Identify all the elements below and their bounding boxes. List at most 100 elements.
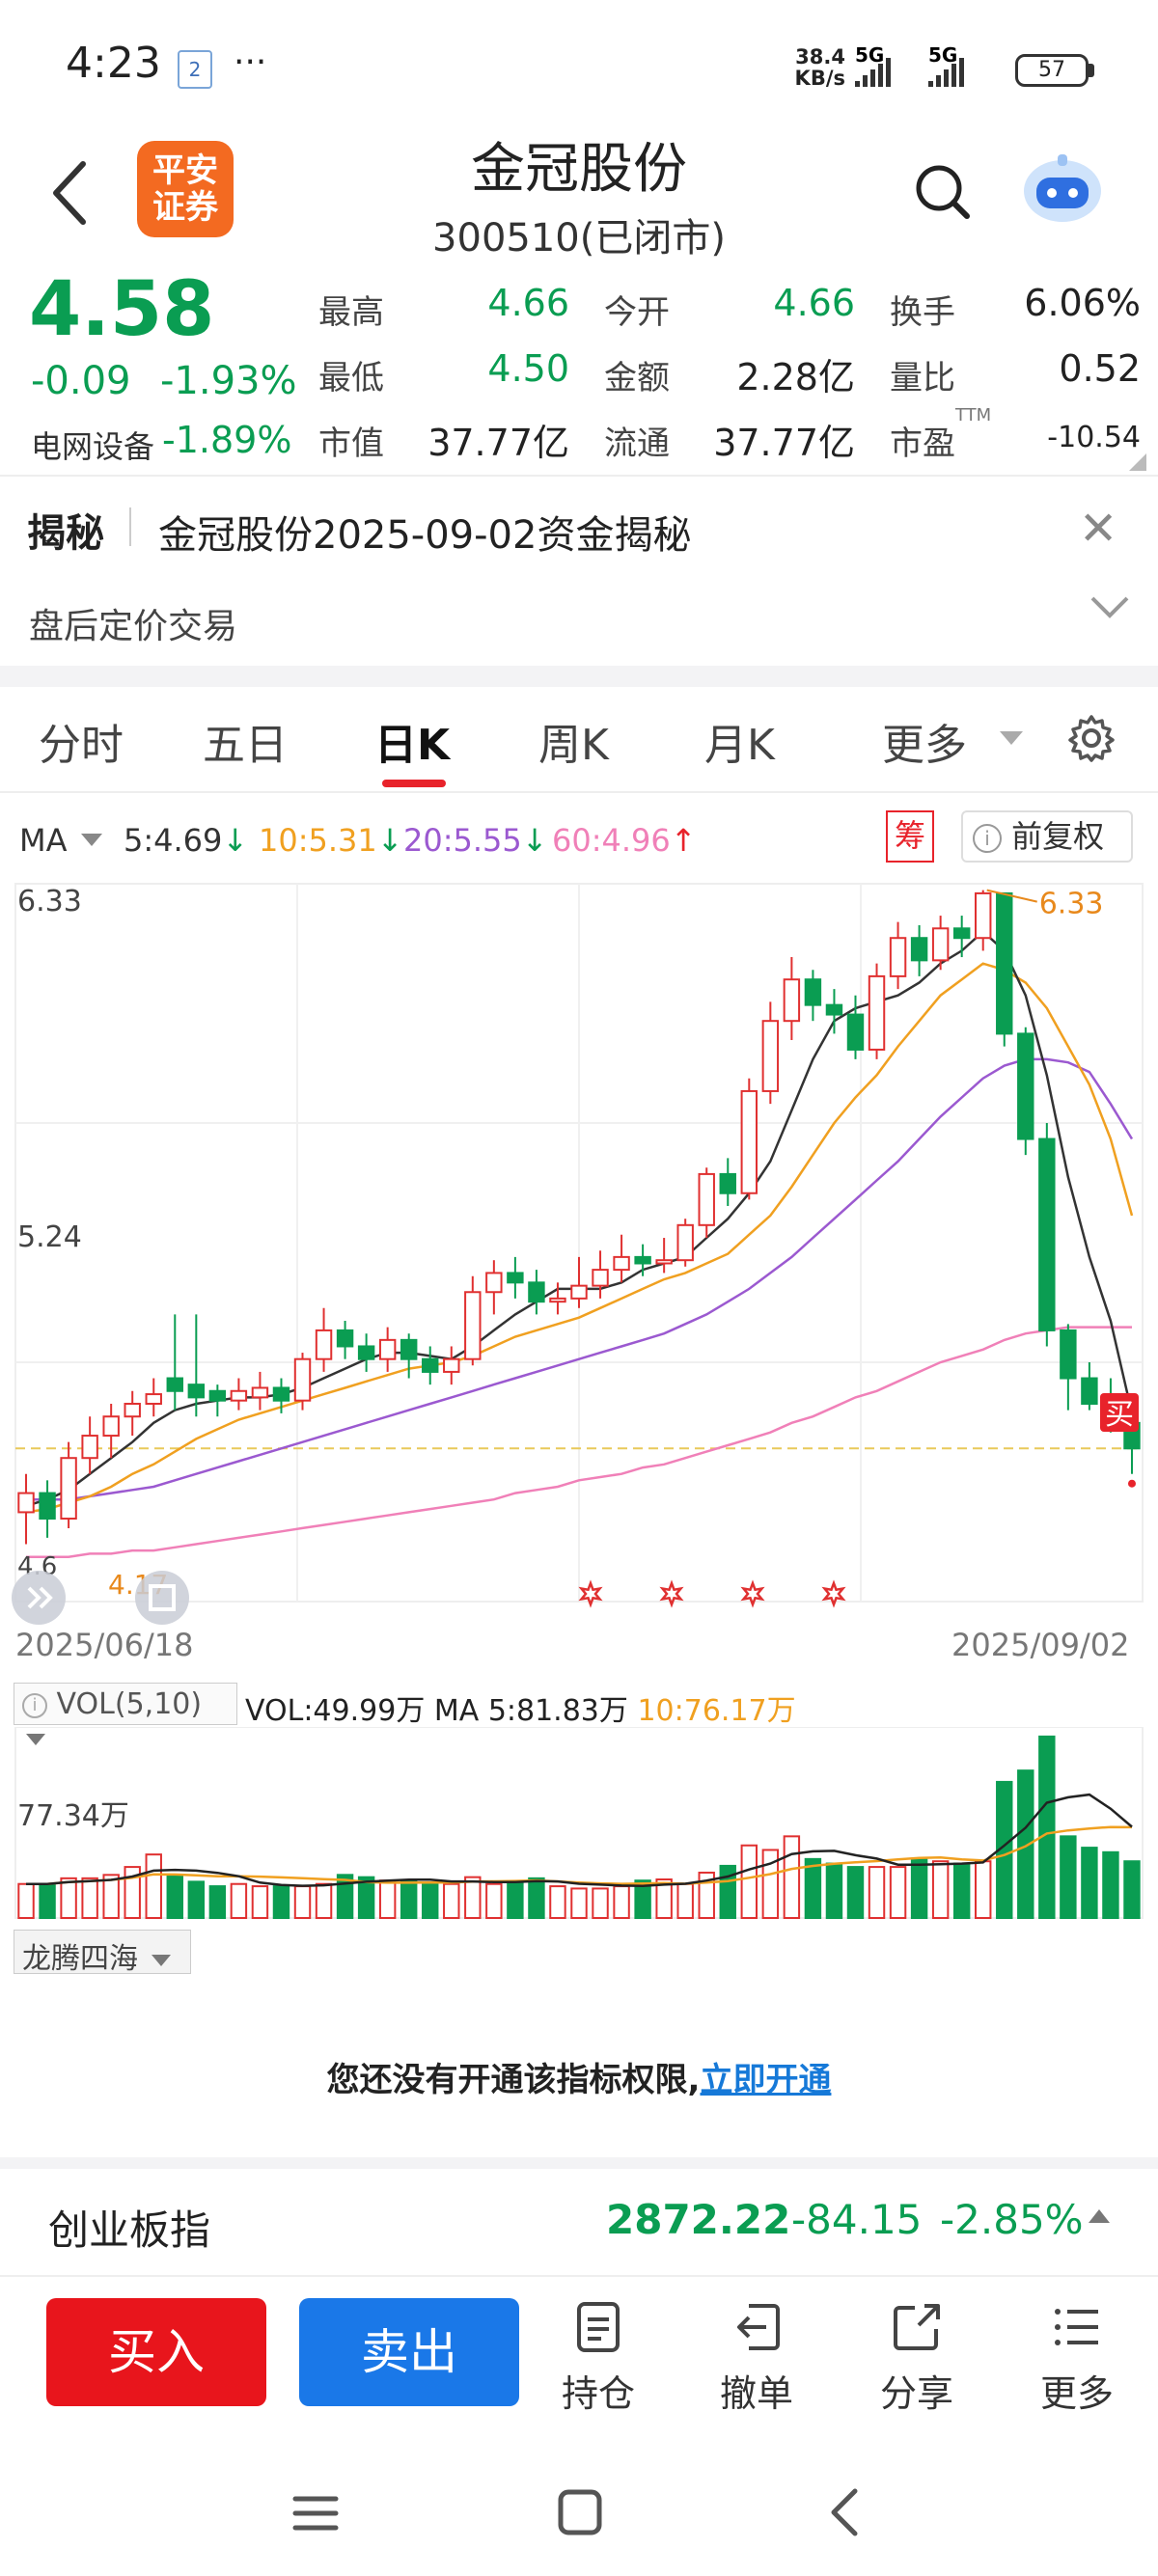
adjust-mode-button[interactable]: i 前复权 bbox=[961, 810, 1133, 863]
candle-body bbox=[507, 1272, 524, 1284]
volume-bar bbox=[145, 1853, 162, 1919]
back-nav-icon[interactable] bbox=[820, 2487, 868, 2537]
candle-body bbox=[124, 1402, 141, 1418]
volume-bar bbox=[655, 1878, 673, 1920]
volume-bar bbox=[740, 1844, 758, 1919]
quote-field-label: 换手 bbox=[890, 293, 955, 332]
volume-bar bbox=[1017, 1769, 1034, 1919]
quote-field-value: 2.28亿 bbox=[736, 356, 855, 398]
tab-five-day[interactable]: 五日 bbox=[203, 721, 288, 770]
candle-body bbox=[952, 927, 971, 940]
signal-star-icon bbox=[740, 1579, 765, 1608]
indicator-selector[interactable]: 龙腾四海 bbox=[14, 1930, 191, 1976]
candle-body bbox=[485, 1272, 503, 1294]
index-name[interactable]: 创业板指 bbox=[48, 2206, 211, 2254]
reveal-tag: 揭秘 bbox=[27, 511, 104, 556]
divider bbox=[0, 2275, 1158, 2277]
stock-name: 金冠股份 bbox=[471, 138, 687, 201]
volume-info: VOL:49.99万 MA 5:81.83万 10:76.17万 bbox=[245, 1686, 796, 1729]
tab-intraday[interactable]: 分时 bbox=[39, 721, 124, 770]
candle-body bbox=[996, 891, 1013, 1035]
home-icon[interactable] bbox=[556, 2487, 604, 2537]
sector-label[interactable]: 电网设备 bbox=[31, 428, 155, 465]
ma10-value: 10:5.31↓ bbox=[259, 822, 403, 859]
volume-selector[interactable]: i VOL(5,10) bbox=[14, 1683, 237, 1745]
tab-weekly-k[interactable]: 周K bbox=[538, 721, 609, 770]
volume-bar bbox=[592, 1887, 609, 1919]
candle-body bbox=[676, 1223, 694, 1262]
ma-selector[interactable]: MA bbox=[19, 822, 68, 859]
volume-bar bbox=[570, 1887, 588, 1919]
volume-bar bbox=[804, 1857, 822, 1920]
candle-body bbox=[889, 937, 907, 977]
candle-body bbox=[570, 1284, 588, 1300]
share-label: 分享 bbox=[879, 2372, 953, 2415]
net-speed: 38.4 KB/s bbox=[787, 46, 845, 89]
ma-caret-icon[interactable] bbox=[81, 834, 102, 846]
close-icon[interactable]: ✕ bbox=[1079, 502, 1118, 556]
back-arrow-icon[interactable] bbox=[46, 154, 95, 232]
adjust-mode-label: 前复权 bbox=[1011, 818, 1105, 855]
candle-body bbox=[400, 1338, 418, 1360]
down-arrow-icon: ↓ bbox=[521, 822, 548, 859]
candle-body bbox=[1017, 1032, 1034, 1140]
signal-icons: 5G 5G bbox=[855, 44, 964, 87]
price-change-pct: -1.93% bbox=[160, 359, 297, 403]
volume-bar bbox=[889, 1866, 907, 1920]
after-hours-trading[interactable]: 盘后定价交易 bbox=[29, 607, 238, 646]
tab-monthly-k[interactable]: 月K bbox=[704, 721, 775, 770]
volume-bar bbox=[251, 1885, 269, 1919]
no-permission-text: 您还没有开通该指标权限, bbox=[326, 2061, 701, 2099]
up-arrow-icon: ↑ bbox=[670, 822, 697, 859]
volume-bar bbox=[1038, 1735, 1056, 1920]
chevron-down-icon[interactable] bbox=[1089, 592, 1131, 621]
volume-bar bbox=[378, 1879, 397, 1919]
buy-marker-label: 买 bbox=[1105, 1398, 1134, 1432]
signal-star-icon bbox=[659, 1579, 684, 1608]
gear-icon[interactable] bbox=[1067, 714, 1116, 762]
volume-y-label: 77.34万 bbox=[17, 1799, 129, 1833]
undo-icon bbox=[737, 2304, 780, 2350]
more-button[interactable]: 更多 bbox=[1019, 2300, 1135, 2417]
candle-body bbox=[975, 891, 992, 940]
volume-ma10: 10:76.17万 bbox=[637, 1694, 796, 1728]
ai-assistant-icon[interactable] bbox=[1019, 151, 1106, 228]
position-button[interactable]: 持仓 bbox=[540, 2300, 656, 2417]
candle-body bbox=[166, 1377, 183, 1392]
cancel-order-button[interactable]: 撤单 bbox=[699, 2300, 814, 2417]
open-now-link[interactable]: 立即开通 bbox=[700, 2061, 832, 2099]
buy-button[interactable]: 买入 bbox=[46, 2298, 266, 2406]
quote-field-label: 量比 bbox=[890, 359, 955, 397]
recent-apps-icon[interactable] bbox=[291, 2489, 340, 2537]
share-button[interactable]: 分享 bbox=[859, 2300, 975, 2417]
sell-button[interactable]: 卖出 bbox=[299, 2298, 519, 2406]
ma5-text: 5:4.69 bbox=[124, 822, 223, 859]
tab-daily-k[interactable]: 日K bbox=[374, 721, 451, 770]
volume-bar bbox=[1102, 1850, 1119, 1919]
chip-distribution-button[interactable]: 筹 bbox=[886, 810, 934, 863]
tab-more[interactable]: 更多 bbox=[882, 721, 967, 770]
divider bbox=[0, 791, 1158, 793]
volume-bar bbox=[464, 1876, 482, 1920]
volume-bar bbox=[102, 1874, 120, 1919]
menu-list-icon bbox=[1055, 2309, 1098, 2345]
down-arrow-icon: ↓ bbox=[222, 822, 249, 859]
volume-chart[interactable]: 77.34万 bbox=[0, 1727, 1158, 1920]
search-icon[interactable] bbox=[913, 162, 973, 222]
tab-more-caret-icon[interactable] bbox=[1000, 731, 1023, 745]
expand-up-icon[interactable] bbox=[1089, 2209, 1110, 2223]
info-icon: i bbox=[973, 824, 1002, 853]
volume-bar bbox=[357, 1876, 375, 1920]
signal-star-icon bbox=[821, 1579, 846, 1608]
reveal-link[interactable]: 金冠股份2025-09-02资金揭秘 bbox=[158, 513, 692, 558]
candle-body bbox=[443, 1357, 460, 1373]
quote-field-label: 金额 bbox=[604, 359, 670, 397]
zoom-icon bbox=[135, 1571, 189, 1625]
candle-body bbox=[336, 1329, 354, 1348]
candle-body bbox=[102, 1415, 120, 1438]
index-change-pct: -2.85% bbox=[940, 2196, 1084, 2243]
candle-body bbox=[145, 1393, 162, 1405]
expand-corner-icon[interactable] bbox=[1129, 453, 1146, 471]
double-chevron-icon bbox=[27, 1586, 53, 1609]
